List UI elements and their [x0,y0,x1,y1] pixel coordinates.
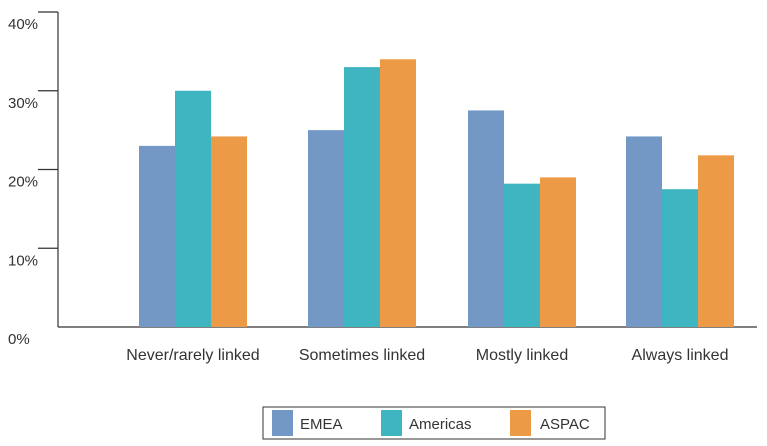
bar-americas-1 [175,90,211,327]
bar-emea-4 [626,136,662,327]
legend-label-americas: Americas [409,416,472,433]
y-tick-label: 20% [8,174,38,191]
x-category-label: Sometimes linked [299,347,425,364]
legend-swatch-americas [381,410,402,436]
bar-americas-2 [344,67,380,327]
bar-emea-3 [468,110,504,327]
bar-americas-3 [504,183,540,327]
legend-swatch-aspac [510,410,531,436]
bar-emea-2 [308,130,344,327]
bar-aspac-3 [540,177,576,327]
x-category-label: Never/rarely linked [126,347,259,364]
legend-frame [262,406,606,440]
bar-aspac-2 [380,59,416,327]
bar-emea-1 [139,145,175,327]
category-labels: Never/rarely linked Sometimes linked Mostl… [126,347,728,364]
y-ticks: 0% 10% 20% 30% 40% [8,11,58,348]
x-category-label: Mostly linked [476,347,568,364]
legend-label-emea: EMEA [300,416,343,433]
bar-aspac-1 [211,136,247,327]
bars [139,59,734,327]
bar-aspac-4 [698,155,734,327]
bar-americas-4 [662,189,698,327]
y-tick-label: 0% [8,331,30,348]
y-tick-label: 40% [8,16,38,33]
legend-swatch-emea [272,410,293,436]
y-tick-label: 10% [8,252,38,269]
legend-label-aspac: ASPAC [540,416,590,433]
y-tick-label: 30% [8,95,38,112]
legend: EMEA Americas ASPAC [262,406,606,440]
x-category-label: Always linked [632,347,729,364]
